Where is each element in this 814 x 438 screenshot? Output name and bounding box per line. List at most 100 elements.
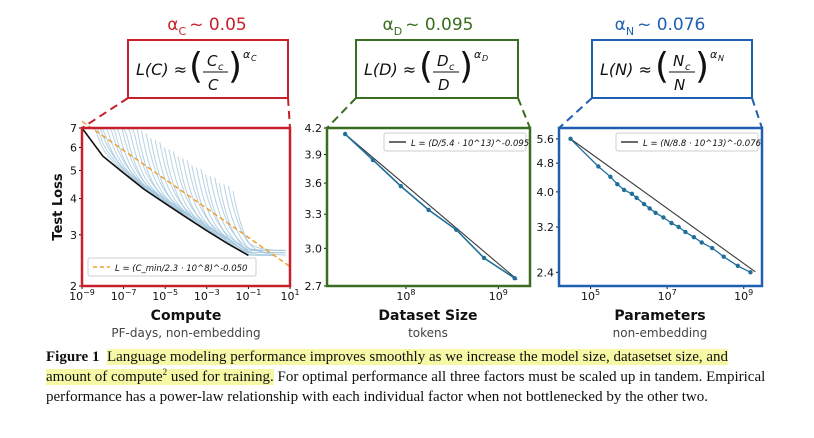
data-point: [342, 131, 348, 137]
svg-text:c: c: [218, 62, 224, 73]
y-tick-label: 2.4: [537, 266, 555, 279]
svg-text:c: c: [449, 62, 455, 73]
formula-box-compute: [127, 39, 289, 99]
data-point: [683, 229, 688, 235]
fit-line-params: [569, 137, 756, 273]
data-point: [568, 136, 573, 142]
training-curve: [177, 156, 240, 251]
zoom-line-params-right: [751, 97, 763, 129]
legend-params-text: L = (N/8.8 · 10^13)^-0.076: [643, 139, 762, 149]
data-point: [398, 183, 403, 189]
svg-text:): ): [459, 46, 473, 87]
footnote-marker: 2: [162, 367, 168, 377]
y-tick-label: 3.9: [305, 149, 323, 162]
training-curve: [168, 149, 253, 254]
series-line-params: [570, 138, 751, 273]
data-point: [596, 164, 601, 169]
caption-body: For optimal performance all three factor…: [46, 369, 766, 405]
alpha-title-compute: αC ~ 0.05: [167, 15, 246, 38]
x-tick-label: 10−1: [236, 288, 262, 303]
formula-box-data: [355, 39, 519, 99]
legend-params-box: [615, 132, 759, 152]
y-tick-label: 7: [70, 122, 77, 135]
data-point: [621, 187, 627, 193]
svg-text:α: α: [243, 48, 251, 61]
training-curve: [200, 168, 263, 251]
training-curve: [154, 140, 217, 235]
alpha-title-data: αD ~ 0.095: [382, 15, 473, 38]
data-point: [709, 245, 715, 251]
data-point: [481, 255, 487, 261]
data-point: [512, 275, 517, 281]
svg-text:L(N) ≈: L(N) ≈: [600, 60, 652, 79]
x-tick-label: 105: [581, 288, 600, 303]
y-tick-label: 4: [70, 193, 77, 206]
svg-text:C: C: [208, 76, 219, 94]
legend-compute-box: [87, 257, 257, 277]
training-curve: [173, 151, 228, 240]
y-tick-label: 5.6: [537, 133, 555, 146]
x-tick-label: 10−3: [194, 288, 220, 303]
svg-text:c: c: [685, 62, 691, 73]
y-tick-label: 5: [70, 164, 77, 177]
plot-frame-params: [557, 126, 764, 288]
fit-line-data: [344, 133, 518, 281]
x-tick-label: 107: [658, 288, 677, 303]
training-curve: [232, 191, 286, 256]
zoom-line-data-left: [326, 97, 357, 129]
legend-compute-text: L = (C_min/2.3 · 10^8)^-0.050: [115, 264, 247, 274]
data-point: [647, 206, 652, 211]
svg-text:α: α: [710, 48, 718, 61]
data-point: [615, 181, 620, 187]
training-curve: [223, 184, 286, 254]
data-point: [735, 263, 740, 269]
data-point: [669, 220, 674, 226]
data-point: [454, 227, 459, 232]
y-tick-label: 3.6: [305, 177, 323, 190]
x-tick-label: 101: [280, 288, 299, 303]
svg-text:D: D: [438, 76, 450, 94]
svg-text:): ): [228, 46, 242, 87]
caption-label: Figure 1: [46, 349, 100, 365]
xsub-data: tokens: [408, 326, 448, 340]
svg-text:N: N: [673, 52, 684, 70]
legend-data-box: [383, 132, 527, 152]
data-point: [748, 270, 753, 275]
fit-line-compute: [81, 120, 291, 268]
data-point: [721, 254, 726, 259]
data-point: [661, 215, 666, 220]
svg-text:L(D) ≈: L(D) ≈: [364, 60, 416, 79]
data-point: [629, 191, 635, 197]
zoom-line-params-left: [558, 97, 593, 129]
svg-text:): ): [695, 46, 709, 87]
training-curve: [205, 174, 275, 256]
figure-caption: Figure 1 Language modeling performance i…: [46, 347, 776, 407]
x-tick-label: 108: [396, 288, 415, 303]
svg-text:C: C: [207, 52, 218, 70]
xlabel-params: Parameters: [614, 308, 705, 324]
svg-text:C: C: [251, 54, 257, 63]
svg-text:N: N: [674, 76, 685, 94]
data-point: [676, 224, 681, 230]
xsub-compute: PF-days, non-embedding: [111, 326, 260, 340]
zoom-line-compute-right: [287, 97, 291, 129]
xlabel-compute: Compute: [151, 308, 222, 324]
legend-data-text: L = (D/5.4 · 10^13)^-0.095: [411, 139, 529, 149]
y-tick-label: 2.7: [305, 280, 323, 293]
data-point: [370, 157, 376, 163]
y-tick-label: 4.2: [305, 122, 323, 135]
plot-frame-data: [325, 126, 532, 288]
y-tick-label: 4.0: [537, 186, 555, 199]
svg-text:D: D: [482, 54, 488, 63]
svg-text:D: D: [437, 52, 449, 70]
data-point: [608, 174, 613, 180]
y-tick-label: 3.3: [305, 208, 323, 221]
svg-text:L(C) ≈: L(C) ≈: [136, 60, 187, 79]
data-point: [699, 240, 704, 245]
svg-text:(: (: [189, 46, 203, 87]
